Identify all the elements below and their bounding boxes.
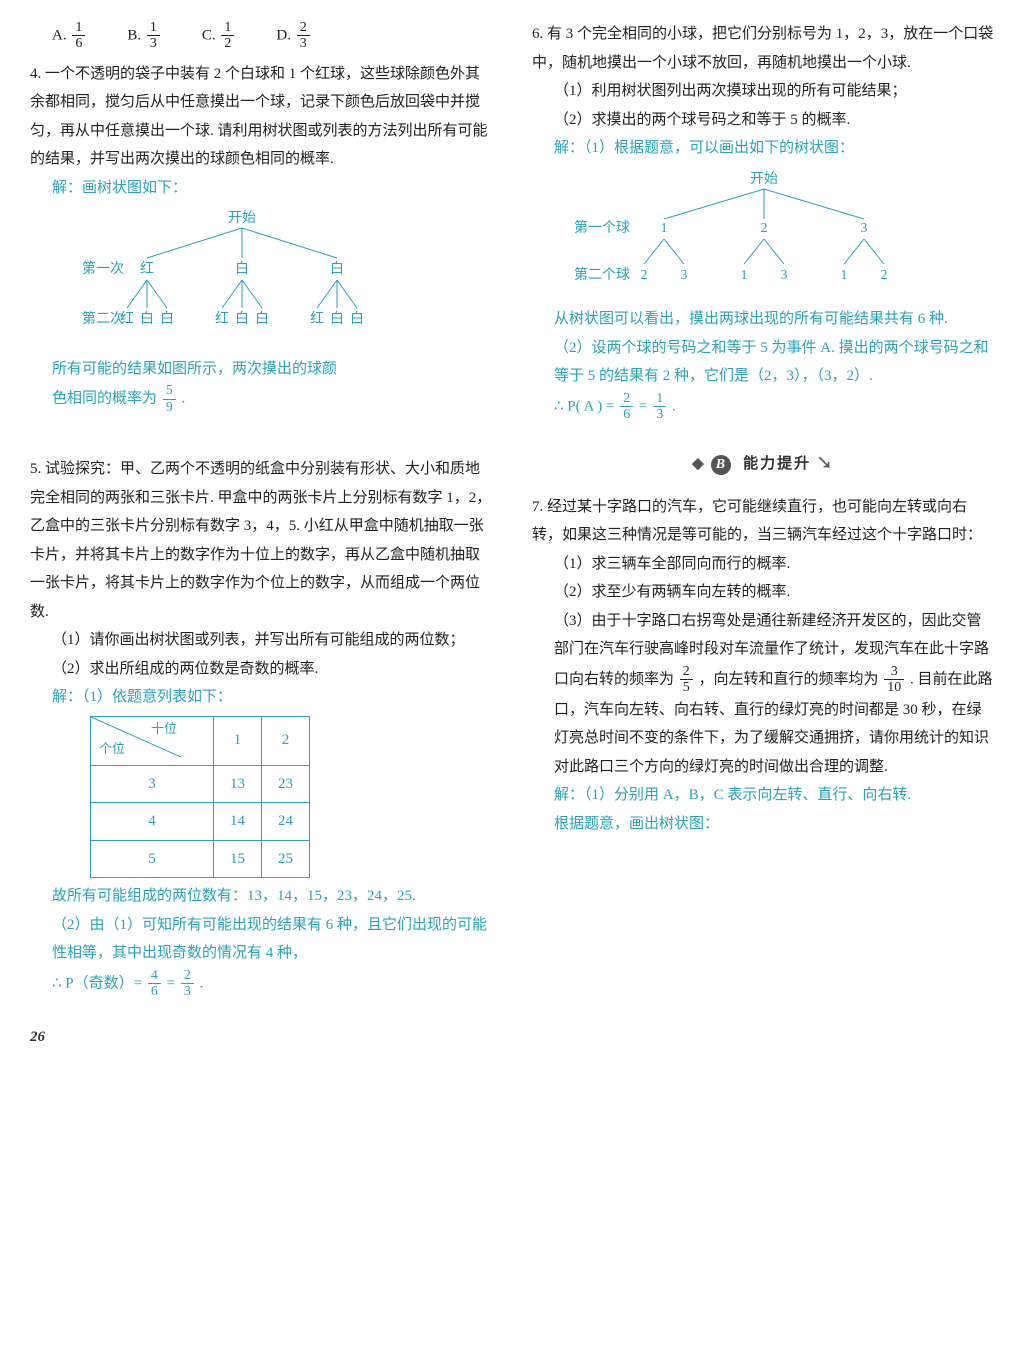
question-4: 4. 一个不透明的袋子中装有 2 个白球和 1 个红球，这些球除颜色外其余都相同… [30, 60, 492, 415]
choice-d: D. 23 [276, 20, 311, 52]
svg-text:3: 3 [681, 268, 688, 283]
choice-d-label: D. [276, 27, 291, 43]
left-column: A. 16 B. 13 C. 12 D. 23 4. 一个不透明的袋子中装有 2… [30, 20, 492, 1052]
choice-c: C. 12 [202, 20, 237, 52]
col-1: 1 [214, 716, 262, 765]
svg-text:1: 1 [741, 268, 748, 283]
page: A. 16 B. 13 C. 12 D. 23 4. 一个不透明的袋子中装有 2… [30, 20, 994, 1052]
q5-p1: （1）请你画出树状图或列表，并写出所有可能组成的两位数； [52, 626, 492, 655]
q5-table: 十位 个位 1 2 3 13 23 4 14 24 5 [90, 716, 310, 879]
q7-p2: （2）求至少有两辆车向左转的概率. [554, 578, 994, 607]
q5-num: 5. [30, 461, 41, 477]
svg-text:2: 2 [761, 221, 768, 236]
cell: 24 [262, 803, 310, 841]
svg-text:1: 1 [841, 268, 848, 283]
col-2: 2 [262, 716, 310, 765]
cell: 13 [214, 765, 262, 803]
q5-p2: （2）求出所组成的两位数是奇数的概率. [52, 655, 492, 684]
q7-text: 经过某十字路口的汽车，它可能继续直行，也可能向左转或向右转，如果这三种情况是等可… [532, 499, 982, 544]
choice-c-label: C. [202, 27, 216, 43]
svg-text:2: 2 [641, 268, 648, 283]
section-badge: B [711, 455, 731, 475]
right-column: 6. 有 3 个完全相同的小球，把它们分别标号为 1，2，3，放在一个口袋中，随… [532, 20, 994, 1052]
svg-text:红: 红 [215, 311, 229, 327]
q6-p1: （1）利用树状图列出两次摸球出现的所有可能结果； [554, 77, 994, 106]
svg-text:个位: 个位 [99, 741, 125, 756]
svg-text:红: 红 [120, 311, 134, 327]
svg-text:开始: 开始 [750, 171, 778, 187]
svg-text:白: 白 [330, 311, 344, 327]
svg-text:白: 白 [350, 311, 364, 327]
q7-sol-a: 解：（1）分别用 A，B，C 表示向左转、直行、向右转. [554, 781, 994, 810]
row-5: 5 [91, 840, 214, 878]
svg-text:白: 白 [160, 311, 174, 327]
row-3: 3 [91, 765, 214, 803]
svg-text:3: 3 [861, 221, 868, 236]
svg-text:白: 白 [235, 261, 249, 277]
q4-tree: 开始 第一次 红 白 白 第二次 红白白 红白白 红白白 [52, 208, 492, 349]
table-corner: 十位 个位 [91, 716, 214, 765]
q6-sol-c: ∴ P( A ) = 26 = 13 . [554, 391, 994, 423]
svg-text:红: 红 [140, 261, 154, 277]
row-4: 4 [91, 803, 214, 841]
tree-root: 开始 [228, 210, 256, 226]
choice-b-label: B. [127, 27, 141, 43]
q6-text: 有 3 个完全相同的小球，把它们分别标号为 1，2，3，放在一个口袋中，随机地摸… [532, 26, 993, 71]
choice-a: A. 16 [52, 20, 87, 52]
q5-sol-b: （2）由（1）可知所有可能出现的结果有 6 种，且它们出现的可能性相等，其中出现… [52, 911, 492, 968]
q7-p1: （1）求三辆车全部同向而行的概率. [554, 550, 994, 579]
q6-tree: 开始 第一个球 1 2 3 第二个球 2 3 1 3 1 2 [554, 169, 994, 300]
q5-sol-head: 解：（1）依题意列表如下： [52, 683, 492, 712]
q6-sol-a: 从树状图可以看出，摸出两球出现的所有可能结果共有 6 种. [554, 305, 994, 334]
section-b-header: ◆ B 能力提升 ↘ [532, 450, 994, 479]
row2-label: 第二次 [82, 310, 124, 327]
q5-text: 试验探究：甲、乙两个不透明的纸盒中分别装有形状、大小和质地完全相同的两张和三张卡… [30, 461, 491, 620]
choice-a-label: A. [52, 27, 67, 43]
choice-b: B. 13 [127, 20, 162, 52]
q6-sol-b: （2）设两个球的号码之和等于 5 为事件 A. 摸出的两个球号码之和等于 5 的… [554, 334, 994, 391]
q7-sol-b: 根据题意，画出树状图： [554, 810, 994, 839]
q5-sol-a: 故所有可能组成的两位数有：13，14，15，23，24，25. [52, 882, 492, 911]
question-7: 7. 经过某十字路口的汽车，它可能继续直行，也可能向左转或向右转，如果这三种情况… [532, 493, 994, 838]
q3-choices: A. 16 B. 13 C. 12 D. 23 [52, 20, 492, 52]
q4-sol-head: 解：画树状图如下： [52, 174, 492, 203]
question-6: 6. 有 3 个完全相同的小球，把它们分别标号为 1，2，3，放在一个口袋中，随… [532, 20, 994, 422]
svg-text:白: 白 [235, 311, 249, 327]
question-5: 5. 试验探究：甲、乙两个不透明的纸盒中分别装有形状、大小和质地完全相同的两张和… [30, 455, 492, 999]
row1-label: 第一次 [82, 260, 124, 277]
q4-num: 4. [30, 66, 41, 82]
q5-sol-c: ∴ P（奇数）= 46 = 23 . [52, 968, 492, 1000]
q4-sol-tail2: 色相同的概率为 59 . [52, 383, 492, 415]
cell: 14 [214, 803, 262, 841]
q7-p3: （3）由于十字路口右拐弯处是通往新建经济开发区的，因此交管部门在汽车行驶高峰时段… [554, 607, 994, 781]
svg-text:3: 3 [781, 268, 788, 283]
q4-sol-tail1: 所有可能的结果如图所示，两次摸出的球颜 [52, 355, 492, 384]
svg-text:红: 红 [310, 311, 324, 327]
section-title: 能力提升 [743, 456, 811, 472]
svg-text:白: 白 [140, 311, 154, 327]
q6-p2: （2）求摸出的两个球号码之和等于 5 的概率. [554, 106, 994, 135]
q7-num: 7. [532, 499, 543, 515]
svg-text:白: 白 [255, 311, 269, 327]
svg-text:第二个球: 第二个球 [574, 266, 630, 283]
svg-text:2: 2 [881, 268, 888, 283]
q6-sol-head: 解：（1）根据题意，可以画出如下的树状图： [554, 134, 994, 163]
svg-text:1: 1 [661, 221, 668, 236]
svg-text:第一个球: 第一个球 [574, 219, 630, 236]
svg-text:十位: 十位 [151, 721, 177, 736]
page-number: 26 [30, 1023, 492, 1052]
svg-text:白: 白 [330, 261, 344, 277]
q4-text: 一个不透明的袋子中装有 2 个白球和 1 个红球，这些球除颜色外其余都相同，搅匀… [30, 66, 488, 168]
cell: 15 [214, 840, 262, 878]
q6-num: 6. [532, 26, 543, 42]
cell: 25 [262, 840, 310, 878]
cell: 23 [262, 765, 310, 803]
